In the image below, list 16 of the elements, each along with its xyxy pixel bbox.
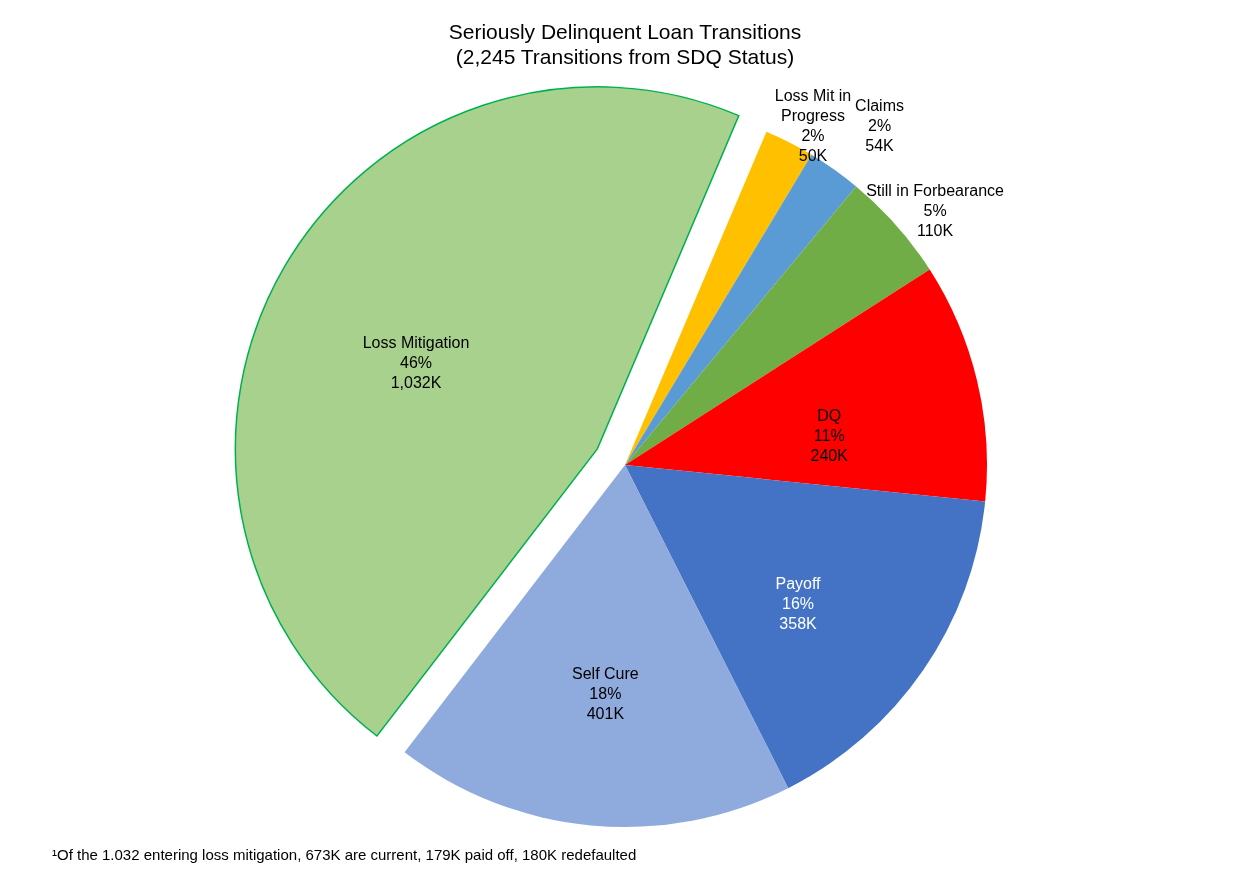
- chart-title: Seriously Delinquent Loan Transitions: [448, 20, 802, 43]
- slice-label: Still in Forbearance: [866, 181, 1005, 199]
- slice-label: Payoff: [775, 574, 822, 592]
- slice-label: Claims: [855, 97, 904, 115]
- data-label: 2% 54K: [865, 117, 895, 155]
- data-label: 5% 110K: [916, 201, 954, 239]
- slice-label: Self Cure: [572, 665, 639, 683]
- data-label: 16% 358K: [779, 594, 818, 632]
- chart-subtitle: (2,245 Transitions from SDQ Status): [455, 45, 795, 68]
- data-label: 18% 401K: [586, 685, 625, 723]
- data-label: 11% 240K: [810, 427, 849, 465]
- slice-label: DQ: [817, 407, 842, 425]
- text: ¹Of the 1.032 entering loss mitigation, 673K are current, 179K paid off, 180K redefaulted: [52, 846, 637, 863]
- slice-label: Loss Mit in Progress: [774, 87, 852, 125]
- slice-label: Loss Mitigation: [362, 334, 470, 352]
- data-label: 46% 1,032K: [390, 354, 442, 392]
